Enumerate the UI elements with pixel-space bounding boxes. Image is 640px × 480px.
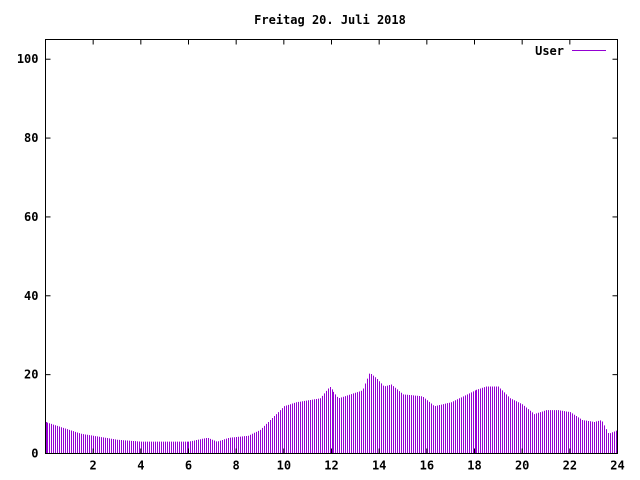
y-tick-label: 40 <box>24 289 38 303</box>
x-tick-label: 2 <box>90 459 97 473</box>
x-tick-label: 8 <box>233 459 240 473</box>
y-tick-label: 20 <box>24 368 38 382</box>
y-tick-label: 100 <box>17 52 39 66</box>
x-tick-label: 14 <box>372 459 386 473</box>
plot-frame <box>45 39 618 454</box>
x-tick-label: 22 <box>563 459 577 473</box>
x-tick-label: 20 <box>515 459 529 473</box>
legend: User <box>535 44 606 58</box>
y-tick-label: 80 <box>24 131 38 145</box>
x-tick-label: 18 <box>467 459 481 473</box>
y-tick-label: 60 <box>24 210 38 224</box>
x-tick-label: 10 <box>277 459 291 473</box>
x-tick-label: 6 <box>185 459 192 473</box>
x-tick-label: 4 <box>137 459 144 473</box>
y-tick-label: 0 <box>31 447 38 461</box>
chart-title: Freitag 20. Juli 2018 <box>254 13 406 27</box>
legend-label-user: User <box>535 44 564 58</box>
x-tick-label: 24 <box>610 459 624 473</box>
x-tick-label: 12 <box>324 459 338 473</box>
bars-layer <box>46 373 618 454</box>
x-tick-label: 16 <box>420 459 434 473</box>
